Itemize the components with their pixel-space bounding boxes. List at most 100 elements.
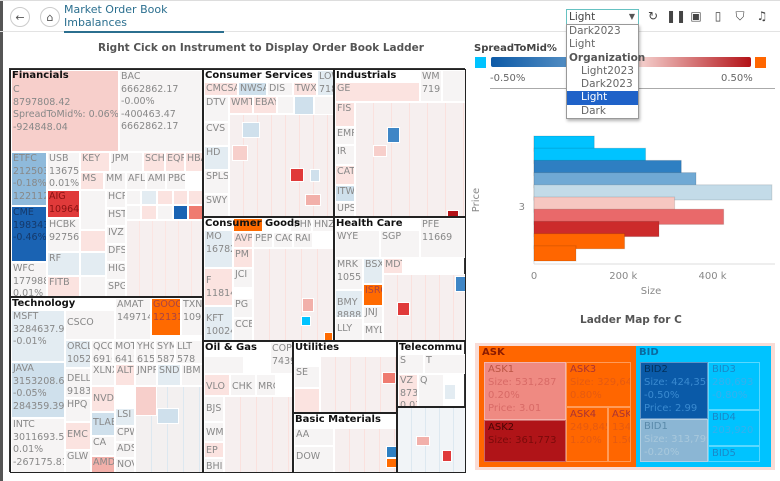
theme-option[interactable]: Light — [569, 38, 596, 51]
tile-hst[interactable]: HST — [106, 208, 126, 226]
tile-cop[interactable]: COP7439 — [270, 342, 292, 374]
tile[interactable] — [277, 96, 294, 114]
tile-hig[interactable]: HIG — [106, 262, 126, 280]
tile-dis[interactable]: DIS — [267, 82, 293, 96]
tile-group[interactable] — [320, 356, 396, 412]
tile[interactable] — [302, 298, 314, 312]
tile-dtv[interactable]: DTV — [204, 96, 229, 122]
tile[interactable] — [397, 302, 410, 316]
tile-lly[interactable]: LLY — [335, 318, 363, 340]
tile[interactable] — [80, 230, 106, 252]
tile-s[interactable]: S — [398, 354, 424, 374]
tile-group[interactable] — [383, 274, 465, 340]
tile-swy[interactable]: SWY — [204, 194, 229, 216]
tile[interactable] — [157, 205, 173, 220]
tile-ups[interactable]: UPS — [335, 202, 355, 216]
tile[interactable] — [301, 316, 311, 326]
tile-mdt[interactable]: MDT — [383, 258, 403, 274]
tile[interactable] — [373, 145, 387, 157]
tile-mo[interactable]: MO16782 — [204, 230, 233, 268]
tile-nvda[interactable]: NVD — [91, 386, 115, 412]
tile-ir[interactable]: IR — [335, 145, 355, 165]
tile-group[interactable] — [253, 248, 333, 340]
tile[interactable] — [305, 194, 321, 206]
theme-option-selected[interactable]: Light — [567, 91, 638, 105]
tile-altr[interactable]: ALTR — [115, 364, 135, 386]
tile-hcbk[interactable]: HCBK 92756 — [47, 218, 80, 252]
tile[interactable] — [135, 386, 157, 416]
tile[interactable] — [141, 205, 157, 220]
tile-pfe[interactable]: PFE 11669 — [420, 218, 465, 258]
tile-isrg[interactable]: ISRG — [363, 284, 383, 306]
tile-kft[interactable]: KFT10024 — [204, 306, 233, 340]
tile[interactable] — [290, 168, 304, 182]
tile-sgp[interactable]: SGP — [380, 230, 420, 258]
pause-icon[interactable]: ❚❚ — [666, 9, 687, 23]
tile-spg[interactable]: SPG — [106, 280, 126, 296]
tile-t[interactable]: T — [424, 354, 465, 374]
sector-oil-gas[interactable]: Oil & Gas COP7439 VLO CHK MRO BJS WM EP … — [203, 341, 293, 473]
tile[interactable] — [294, 388, 320, 412]
theme-option[interactable]: Dark2023 — [581, 78, 633, 91]
tile-phm[interactable]: PHM — [290, 218, 312, 232]
sector-utilities[interactable]: Utilities SE — [293, 341, 397, 413]
tile-msft[interactable]: CSCOMSFT3284637.98-0.01% — [11, 310, 65, 362]
tile-amat[interactable]: AMAT 149714 — [115, 298, 151, 340]
tile-vlo[interactable]: VLO — [204, 374, 230, 396]
tile-ge[interactable]: GE — [335, 82, 420, 102]
tile-ep[interactable]: EP — [204, 442, 224, 458]
tile-sndk[interactable]: SND — [157, 364, 181, 386]
bar-ask5[interactable] — [533, 245, 577, 262]
tile-etfc[interactable]: ETFC 212503 -0.18% 122112. — [11, 152, 47, 206]
tile[interactable] — [387, 127, 400, 143]
tile-schw[interactable]: SCHW — [143, 152, 165, 172]
tile-wye[interactable]: WYE — [335, 230, 380, 258]
tile-aa[interactable]: AA — [294, 428, 334, 446]
tile-ibm[interactable]: IBM — [181, 364, 202, 386]
tile-group[interactable] — [126, 220, 202, 296]
tile-glw[interactable]: GLW — [65, 450, 91, 472]
tile-myl[interactable]: MYL — [363, 324, 383, 340]
tile-ebay[interactable]: EBAY — [253, 96, 277, 114]
tile-ami[interactable]: AMI — [146, 172, 166, 190]
tile-cag[interactable]: CAG — [273, 232, 293, 248]
tile-mrk[interactable]: MRK 1055 — [335, 258, 363, 290]
tile-hban[interactable]: HBA — [185, 152, 202, 172]
tile-mro[interactable]: MRO — [256, 374, 276, 396]
sector-unlabeled[interactable] — [397, 407, 466, 473]
tab-market-order-book[interactable]: Market Order Book Imbalances — [64, 1, 224, 33]
sector-basic-materials[interactable]: Basic Materials AA DOW — [293, 413, 397, 473]
tile-q[interactable]: Q — [418, 374, 444, 406]
tile-mmc[interactable]: MM — [104, 172, 126, 190]
tile[interactable] — [324, 332, 333, 340]
tile-jci[interactable]: JCI — [233, 268, 253, 288]
tile-nwsa[interactable]: NWSA — [238, 82, 267, 96]
tile-emr[interactable]: EMR — [335, 127, 355, 145]
tile-pg[interactable]: PG — [233, 298, 253, 318]
tile-cme[interactable]: CME 198343 -0.46% — [11, 206, 47, 262]
tile[interactable] — [444, 384, 456, 400]
tile-dow[interactable]: DOW — [294, 446, 334, 472]
tile-symc[interactable]: SYM587 — [155, 340, 175, 364]
tile[interactable] — [442, 450, 452, 462]
bid2-tile[interactable]: BID2 Size: 424,359 -0.50% Price: 2.99 — [640, 362, 708, 419]
tile-amd[interactable]: AMD — [91, 456, 115, 472]
tile-pep[interactable]: PEP — [253, 232, 273, 248]
tile[interactable] — [157, 190, 173, 205]
tile-emc[interactable]: EMC — [65, 422, 91, 450]
tile-yhoo[interactable]: YHO615 — [135, 340, 155, 364]
tile[interactable] — [157, 408, 179, 424]
tile[interactable] — [80, 276, 106, 296]
sector-consumer-goods[interactable]: Consumer Goods PHM HNZ MO16782 F11814 KF… — [203, 217, 334, 341]
tile-f[interactable]: F11814 — [204, 268, 233, 306]
tile[interactable] — [173, 205, 188, 220]
tile-mot[interactable]: MOT6412 — [113, 340, 135, 364]
tile-ms[interactable]: MS — [80, 172, 104, 190]
tile[interactable] — [80, 190, 106, 230]
tile[interactable] — [141, 190, 157, 205]
ask2-tile[interactable]: ASK2 Size: 361,773 — [484, 420, 566, 462]
